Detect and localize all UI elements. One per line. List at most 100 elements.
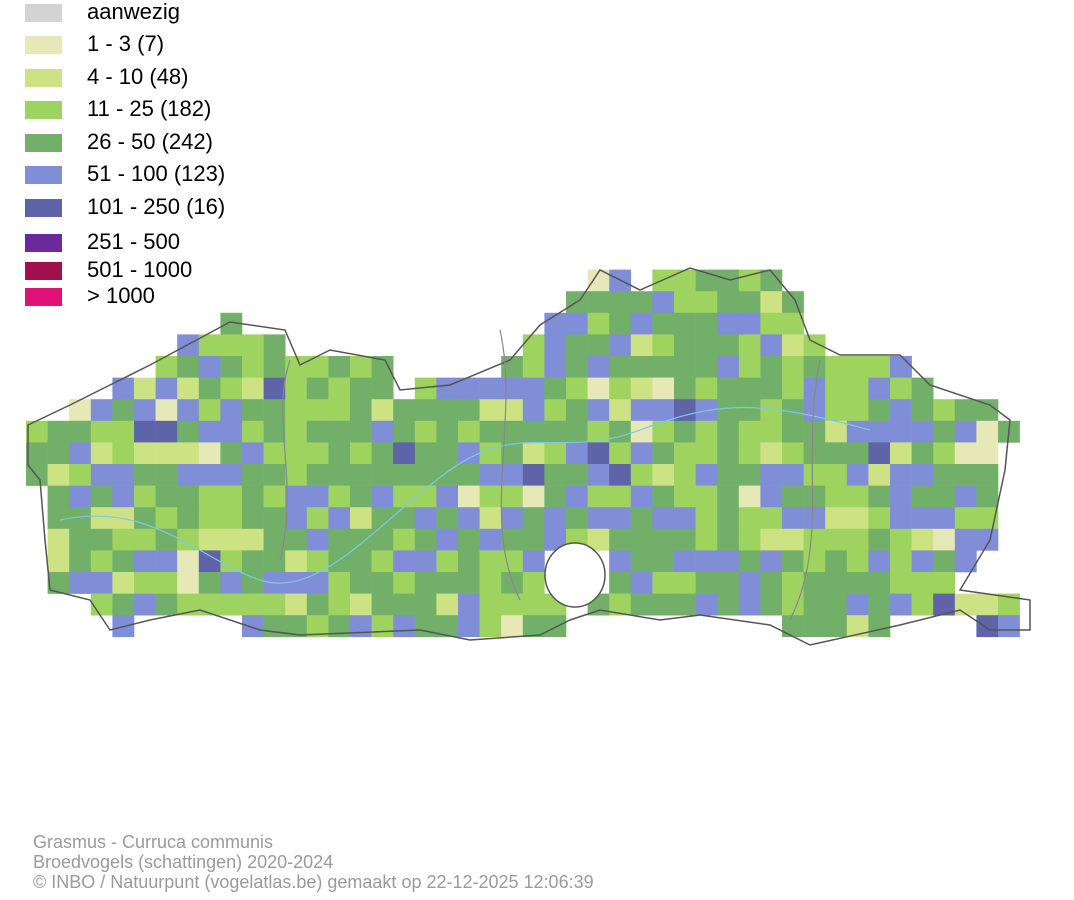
grid-cell	[846, 593, 869, 616]
grid-cell	[198, 528, 221, 551]
grid-cell	[177, 507, 200, 530]
grid-cell	[350, 485, 372, 508]
grid-cell	[825, 356, 848, 378]
grid-cell	[825, 442, 848, 465]
grid-cell	[825, 507, 848, 530]
grid-cell	[652, 593, 675, 616]
grid-cell	[350, 550, 372, 573]
grid-cell	[825, 528, 848, 551]
grid-cell	[717, 550, 740, 573]
grid-cell	[825, 485, 848, 508]
grid-cell	[371, 615, 394, 638]
grid-cell	[544, 528, 567, 551]
grid-cell	[47, 507, 70, 530]
grid-cell	[846, 356, 869, 378]
grid-cell	[868, 615, 891, 638]
grid-cell	[393, 399, 416, 422]
grid-cell	[242, 464, 264, 486]
grid-cell	[263, 550, 286, 573]
grid-cell	[868, 399, 891, 422]
grid-cell	[458, 442, 480, 465]
grid-cell	[954, 464, 977, 486]
grid-cell	[760, 550, 783, 573]
grid-cell	[306, 528, 329, 551]
grid-cell	[717, 312, 740, 335]
grid-cell	[134, 485, 156, 508]
grid-cell	[933, 442, 956, 465]
grid-cell	[760, 528, 783, 551]
grid-cell	[587, 312, 610, 335]
grid-cell	[760, 485, 783, 508]
grid-cell	[717, 464, 740, 486]
grid-cell	[479, 550, 502, 573]
grid-cell	[630, 507, 653, 530]
grid-cell	[479, 377, 502, 400]
grid-cell	[911, 464, 934, 486]
grid-cell	[69, 528, 92, 551]
grid-cell	[717, 593, 740, 616]
grid-cell	[911, 572, 934, 594]
grid-cell	[846, 572, 869, 594]
grid-cell	[911, 399, 934, 422]
grid-cell	[177, 464, 200, 486]
grid-cell	[155, 442, 178, 465]
grid-cell	[760, 334, 783, 357]
grid-cell	[306, 572, 329, 594]
grid-cell	[738, 269, 761, 292]
grid-cell	[911, 507, 934, 530]
grid-cell	[630, 572, 653, 594]
grid-cell	[868, 593, 891, 616]
grid-cell	[587, 464, 610, 486]
grid-cell	[501, 442, 524, 465]
grid-cell	[414, 377, 437, 400]
grid-cell	[890, 464, 912, 486]
grid-cell	[803, 356, 826, 378]
grid-cell	[155, 377, 178, 400]
grid-cell	[414, 593, 437, 616]
grid-cell	[803, 464, 826, 486]
grid-cell	[306, 485, 329, 508]
grid-cell	[393, 420, 416, 443]
grid-cell	[242, 399, 264, 422]
grid-cell	[652, 507, 675, 530]
legend-label: 1 - 3 (7)	[87, 31, 164, 56]
grid-cell	[177, 356, 200, 378]
grid-cell	[458, 528, 480, 551]
grid-cell	[458, 399, 480, 422]
grid-cell	[393, 464, 416, 486]
grid-cell	[479, 593, 502, 616]
grid-cell	[198, 356, 221, 378]
grid-cell	[47, 550, 70, 573]
grid-cell	[177, 420, 200, 443]
grid-cell	[998, 593, 1020, 616]
grid-cell	[803, 442, 826, 465]
grid-cell	[112, 485, 135, 508]
grid-cell	[674, 377, 696, 400]
grid-cell	[134, 420, 156, 443]
grid-cell	[177, 334, 200, 357]
grid-cell	[69, 572, 92, 594]
grid-cell	[242, 528, 264, 551]
grid-cell	[825, 550, 848, 573]
grid-cell	[890, 550, 912, 573]
grid-cell	[328, 420, 351, 443]
grid-cell	[674, 399, 696, 422]
grid-cell	[609, 291, 632, 314]
grid-cell	[393, 528, 416, 551]
grid-cell	[760, 572, 783, 594]
grid-cell	[458, 420, 480, 443]
grid-cell	[954, 507, 977, 530]
grid-cell	[738, 420, 761, 443]
grid-cell	[155, 528, 178, 551]
grid-cell	[285, 593, 308, 616]
grid-cell	[436, 442, 459, 465]
grid-cell	[652, 399, 675, 422]
grid-cell	[285, 356, 308, 378]
legend-label: 4 - 10 (48)	[87, 64, 189, 89]
legend-swatch	[25, 134, 62, 152]
grid-cell	[90, 572, 113, 594]
grid-cell	[112, 593, 135, 616]
grid-cell	[717, 356, 740, 378]
grid-cell	[868, 420, 891, 443]
grid-cell	[436, 464, 459, 486]
